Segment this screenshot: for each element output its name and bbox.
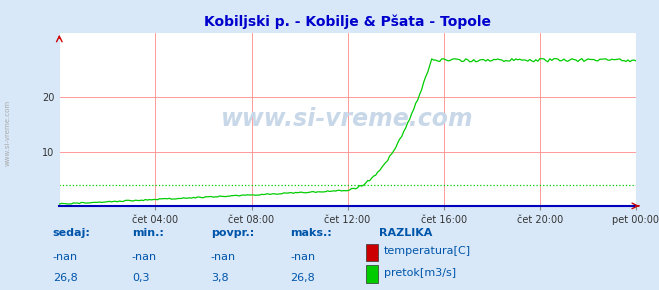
Text: pretok[m3/s]: pretok[m3/s] — [384, 267, 455, 278]
Text: min.:: min.: — [132, 228, 163, 238]
Text: temperatura[C]: temperatura[C] — [384, 246, 471, 256]
Text: 26,8: 26,8 — [290, 273, 315, 283]
Text: -nan: -nan — [53, 251, 78, 262]
FancyBboxPatch shape — [366, 265, 378, 283]
Text: www.si-vreme.com: www.si-vreme.com — [5, 100, 11, 166]
Text: -nan: -nan — [211, 251, 236, 262]
Text: maks.:: maks.: — [290, 228, 331, 238]
Title: Kobiljski p. - Kobilje & Pšata - Topole: Kobiljski p. - Kobilje & Pšata - Topole — [204, 15, 491, 29]
FancyBboxPatch shape — [366, 244, 378, 261]
Text: RAZLIKA: RAZLIKA — [379, 228, 432, 238]
Text: 26,8: 26,8 — [53, 273, 78, 283]
Text: -nan: -nan — [132, 251, 157, 262]
Text: www.si-vreme.com: www.si-vreme.com — [221, 107, 474, 131]
Text: -nan: -nan — [290, 251, 315, 262]
Text: povpr.:: povpr.: — [211, 228, 254, 238]
Text: 3,8: 3,8 — [211, 273, 229, 283]
Text: sedaj:: sedaj: — [53, 228, 90, 238]
Text: 0,3: 0,3 — [132, 273, 150, 283]
